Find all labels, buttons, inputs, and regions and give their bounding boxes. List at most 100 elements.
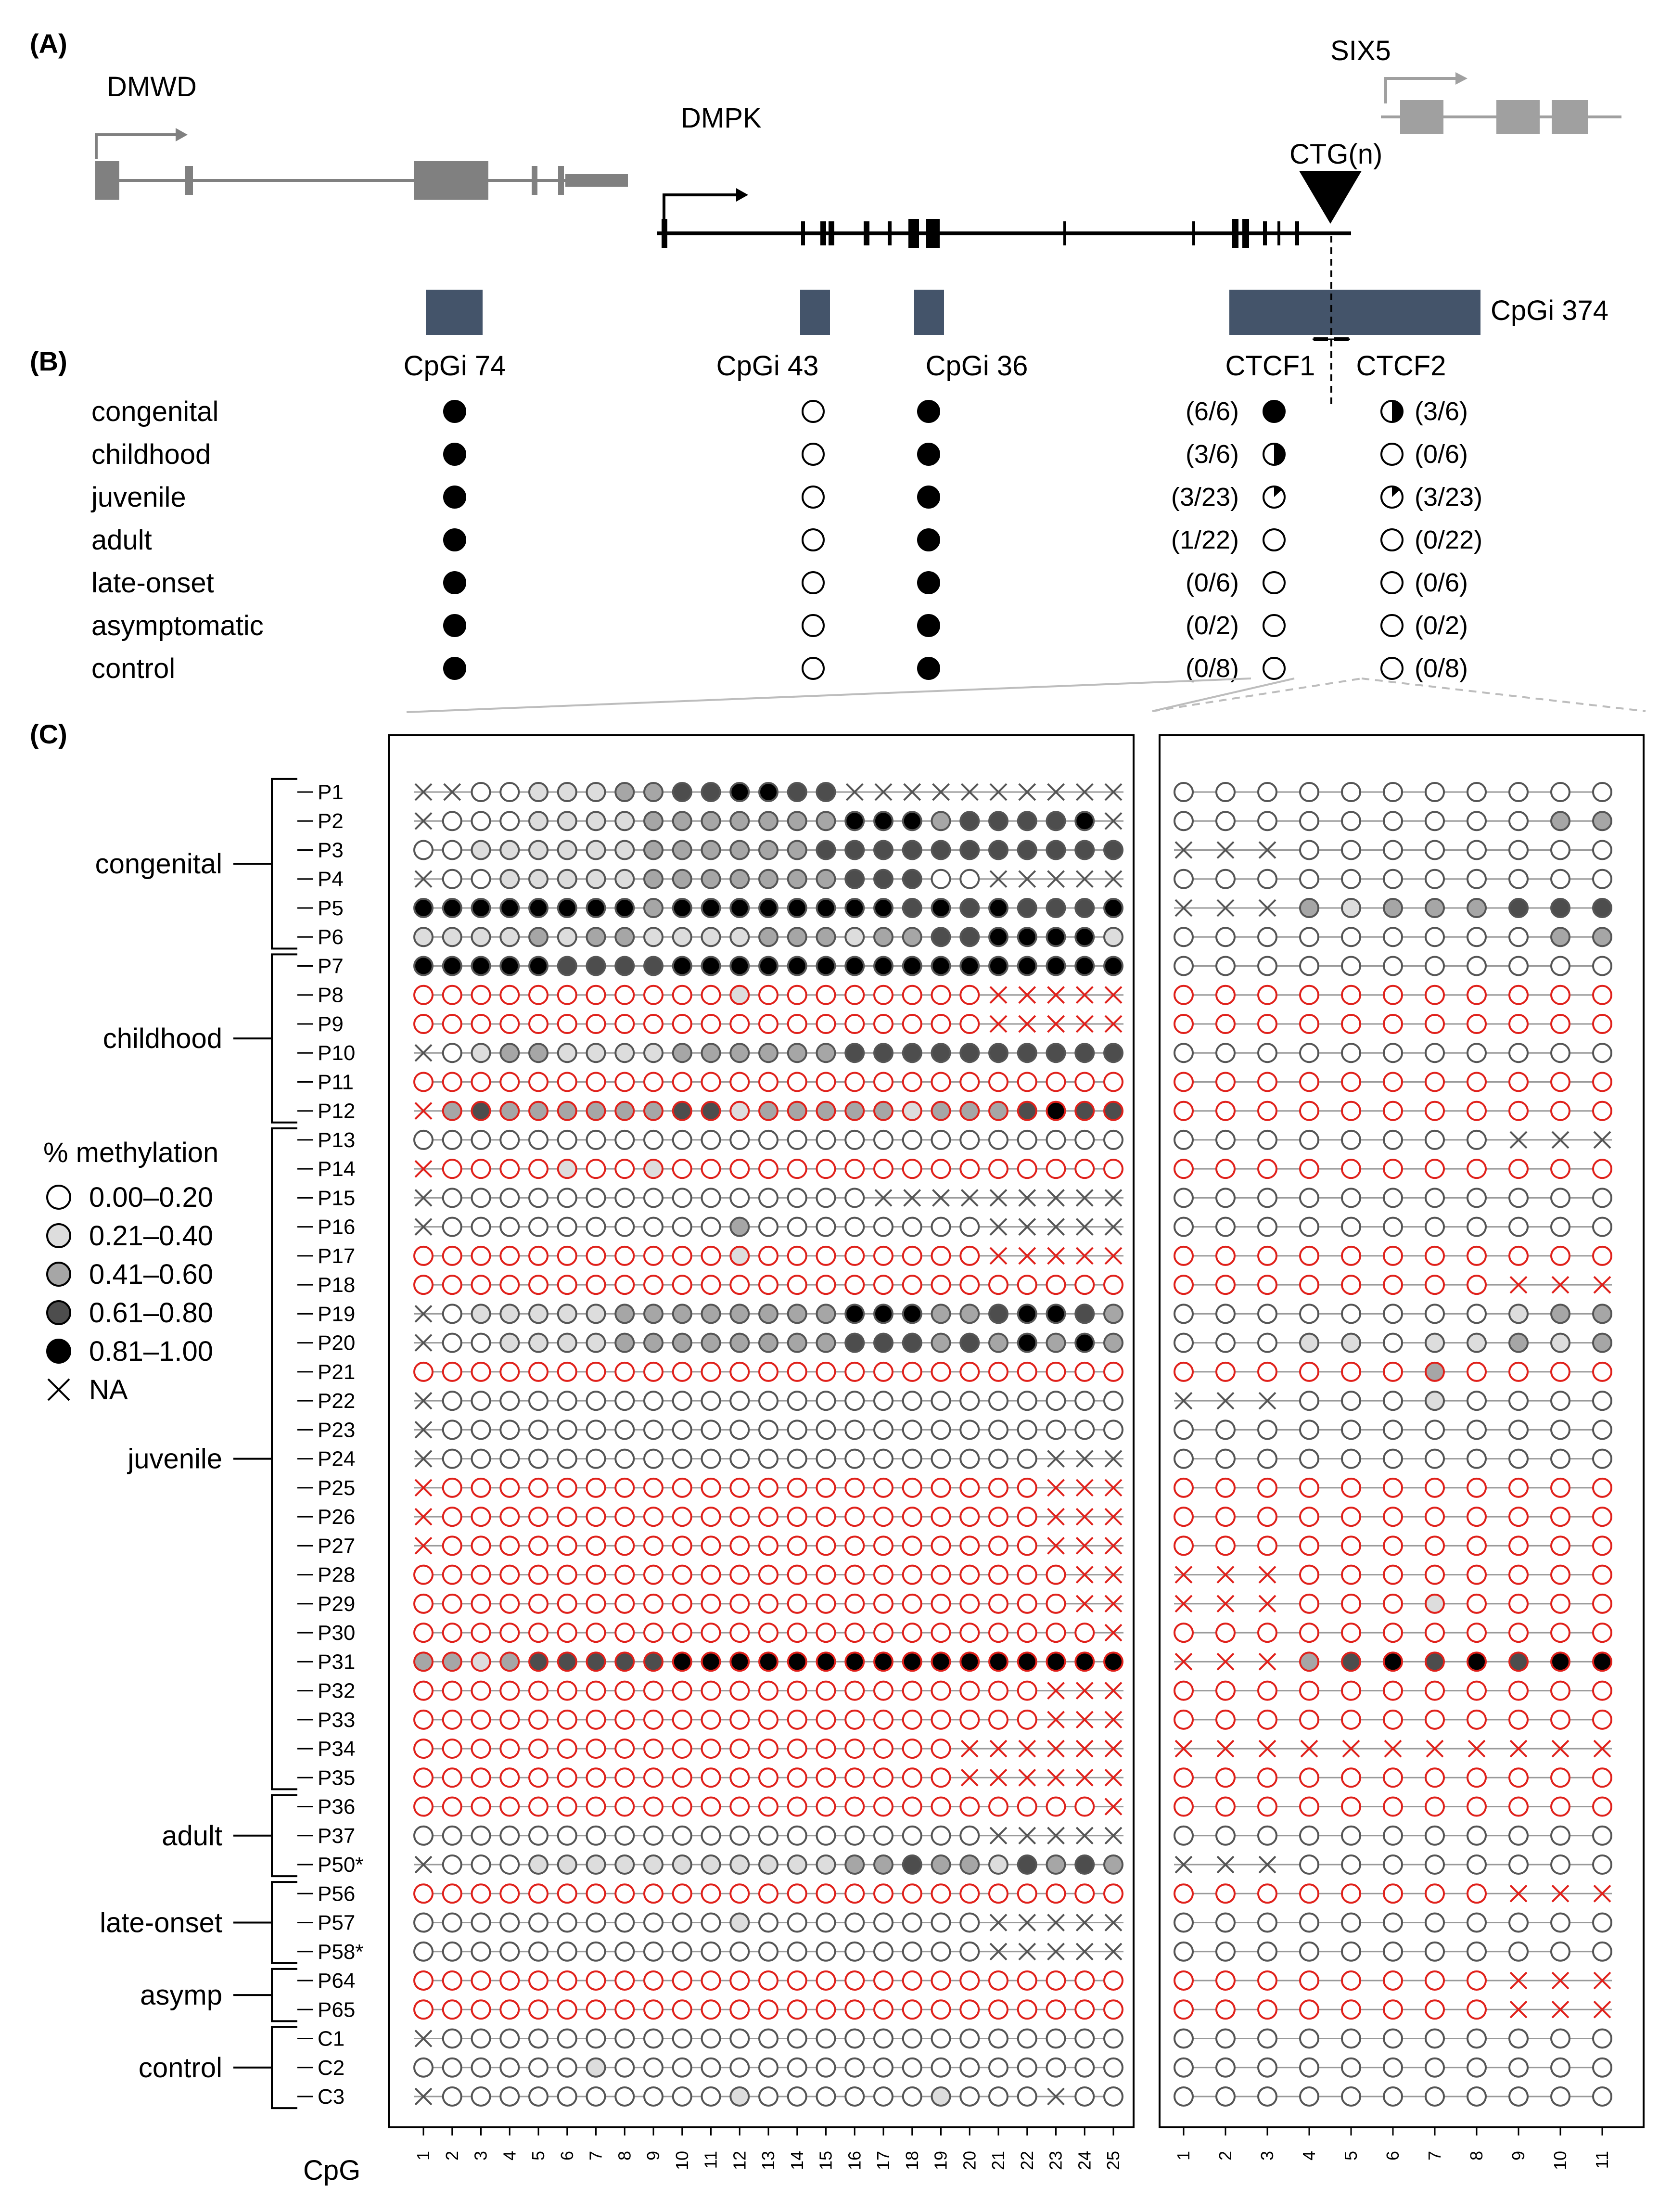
cpg-methylation-dot xyxy=(1383,1100,1403,1121)
cpg-methylation-dot xyxy=(959,1854,980,1875)
cpg-methylation-dot xyxy=(1174,1941,1194,1962)
cpg-methylation-dot xyxy=(442,1739,462,1759)
cpg-methylation-dot xyxy=(1103,1883,1123,1904)
cpg-methylation-dot xyxy=(1425,1043,1445,1063)
cpg-methylation-dot xyxy=(1046,1332,1066,1353)
cpg-methylation-dot xyxy=(701,927,721,947)
cpg-na-mark xyxy=(1075,1914,1094,1931)
cpg-methylation-dot xyxy=(787,2086,807,2107)
cpg-methylation-dot xyxy=(1383,782,1403,802)
cpg-methylation-dot xyxy=(1174,1013,1194,1034)
cpg-methylation-dot xyxy=(1467,1709,1487,1730)
cpg-methylation-dot xyxy=(672,1593,692,1614)
cpg-methylation-dot xyxy=(902,1216,922,1237)
cpg-methylation-dot xyxy=(931,1883,951,1904)
cpg-methylation-dot xyxy=(643,1188,664,1208)
cpg-na-mark xyxy=(1426,1739,1444,1758)
cpg-methylation-dot xyxy=(758,1767,778,1788)
cpg-methylation-dot xyxy=(499,1796,520,1817)
cpg-methylation-dot xyxy=(499,1623,520,1643)
cpg-methylation-dot xyxy=(959,840,980,860)
cpg-methylation-dot xyxy=(1017,1332,1037,1353)
cpg-methylation-dot xyxy=(1174,1796,1194,1817)
cpg-methylation-dot xyxy=(1257,1216,1277,1237)
legend-swatch xyxy=(46,1339,71,1364)
cpg-methylation-dot xyxy=(701,1188,721,1208)
cpg-methylation-dot xyxy=(902,2086,922,2107)
cpg-methylation-dot xyxy=(701,1623,721,1643)
cpg-methylation-dot xyxy=(1592,1507,1612,1527)
heatmap-row: P65 xyxy=(297,1998,1612,2021)
cpg-methylation-dot xyxy=(499,1332,520,1353)
cpg-methylation-dot xyxy=(1174,1680,1194,1701)
panel-c-label: (C) xyxy=(30,719,67,749)
cpg-methylation-dot xyxy=(471,1507,491,1527)
cpg-na-mark xyxy=(1047,1536,1065,1555)
cpg-methylation-dot xyxy=(873,1391,893,1411)
dmwd-exon xyxy=(185,166,193,195)
cpg-methylation-dot xyxy=(1425,1100,1445,1121)
cpg-methylation-dot xyxy=(1017,1072,1037,1092)
cpg-methylation-dot xyxy=(729,1564,750,1585)
cpg-na-mark xyxy=(1075,1015,1094,1033)
cpg-methylation-dot xyxy=(1299,1651,1319,1672)
cpg-methylation-dot xyxy=(959,1129,980,1150)
cpg-methylation-dot xyxy=(528,2086,549,2107)
six5-exon xyxy=(1400,100,1443,134)
cpg-methylation-dot xyxy=(643,782,664,802)
cpg-methylation-dot xyxy=(1425,1507,1445,1527)
cpg-methylation-dot xyxy=(1425,927,1445,947)
cpg-methylation-dot xyxy=(499,1651,520,1672)
cpg-methylation-dot xyxy=(672,1361,692,1382)
ctcf2-count: (0/6) xyxy=(1415,440,1468,469)
cpg-na-mark xyxy=(414,783,433,801)
cpg-methylation-dot xyxy=(672,985,692,1005)
cpg-methylation-dot xyxy=(1383,1941,1403,1962)
cpg-methylation-dot xyxy=(1017,897,1037,918)
cpg-methylation-dot xyxy=(787,1651,807,1672)
legend-swatch xyxy=(46,1300,71,1325)
right-cpg-tick-label: 2 xyxy=(1215,2151,1235,2161)
cpg-methylation-dot xyxy=(528,1188,549,1208)
cpg-methylation-dot xyxy=(1467,1883,1487,1904)
cpg-methylation-dot xyxy=(471,1564,491,1585)
cpg-methylation-dot xyxy=(844,1651,865,1672)
cpg-methylation-dot xyxy=(643,956,664,976)
cpg-methylation-dot xyxy=(442,1941,462,1962)
cpg-na-mark xyxy=(1342,1739,1360,1758)
cpg-methylation-dot xyxy=(1017,1970,1037,1991)
sample-label: P17 xyxy=(318,1244,355,1268)
cpg-methylation-dot xyxy=(902,1129,922,1150)
cpg-methylation-dot xyxy=(1341,2086,1361,2107)
cpg-methylation-dot xyxy=(1341,1304,1361,1324)
cpg-methylation-dot xyxy=(729,1854,750,1875)
cpg-methylation-dot xyxy=(902,1767,922,1788)
cpg-na-mark xyxy=(1104,1189,1123,1207)
cpg-methylation-dot xyxy=(614,782,635,802)
cpg-methylation-dot xyxy=(1074,1796,1095,1817)
cpg-methylation-dot xyxy=(1074,897,1095,918)
cpg-methylation-dot xyxy=(758,1883,778,1904)
cpg-methylation-dot xyxy=(1467,1072,1487,1092)
cpg-methylation-dot xyxy=(758,1072,778,1092)
cpg-methylation-dot xyxy=(931,1507,951,1527)
cpg-methylation-dot xyxy=(586,2086,606,2107)
cpgi-374-label: CpGi 374 xyxy=(1491,295,1608,326)
cpg-methylation-dot xyxy=(787,1159,807,1179)
cpg-methylation-dot xyxy=(1299,869,1319,889)
cpg-methylation-dot xyxy=(442,1535,462,1556)
cpg-methylation-dot xyxy=(787,1391,807,1411)
cpg-methylation-dot xyxy=(1215,1304,1236,1324)
cpg-methylation-dot xyxy=(499,897,520,918)
sample-label: P31 xyxy=(318,1650,355,1674)
panel-b-label: (B) xyxy=(30,346,67,376)
cpg-methylation-dot xyxy=(1046,1100,1066,1121)
cpg-methylation-dot xyxy=(1257,1129,1277,1150)
cpg-methylation-dot xyxy=(729,1013,750,1034)
cpg-na-mark xyxy=(1018,1943,1036,1961)
cpg-methylation-dot xyxy=(1550,1361,1570,1382)
cpg-methylation-dot xyxy=(1257,1477,1277,1498)
cpg-methylation-dot xyxy=(499,927,520,947)
cpg-methylation-dot xyxy=(1074,1419,1095,1440)
cpg-methylation-dot xyxy=(471,1100,491,1121)
